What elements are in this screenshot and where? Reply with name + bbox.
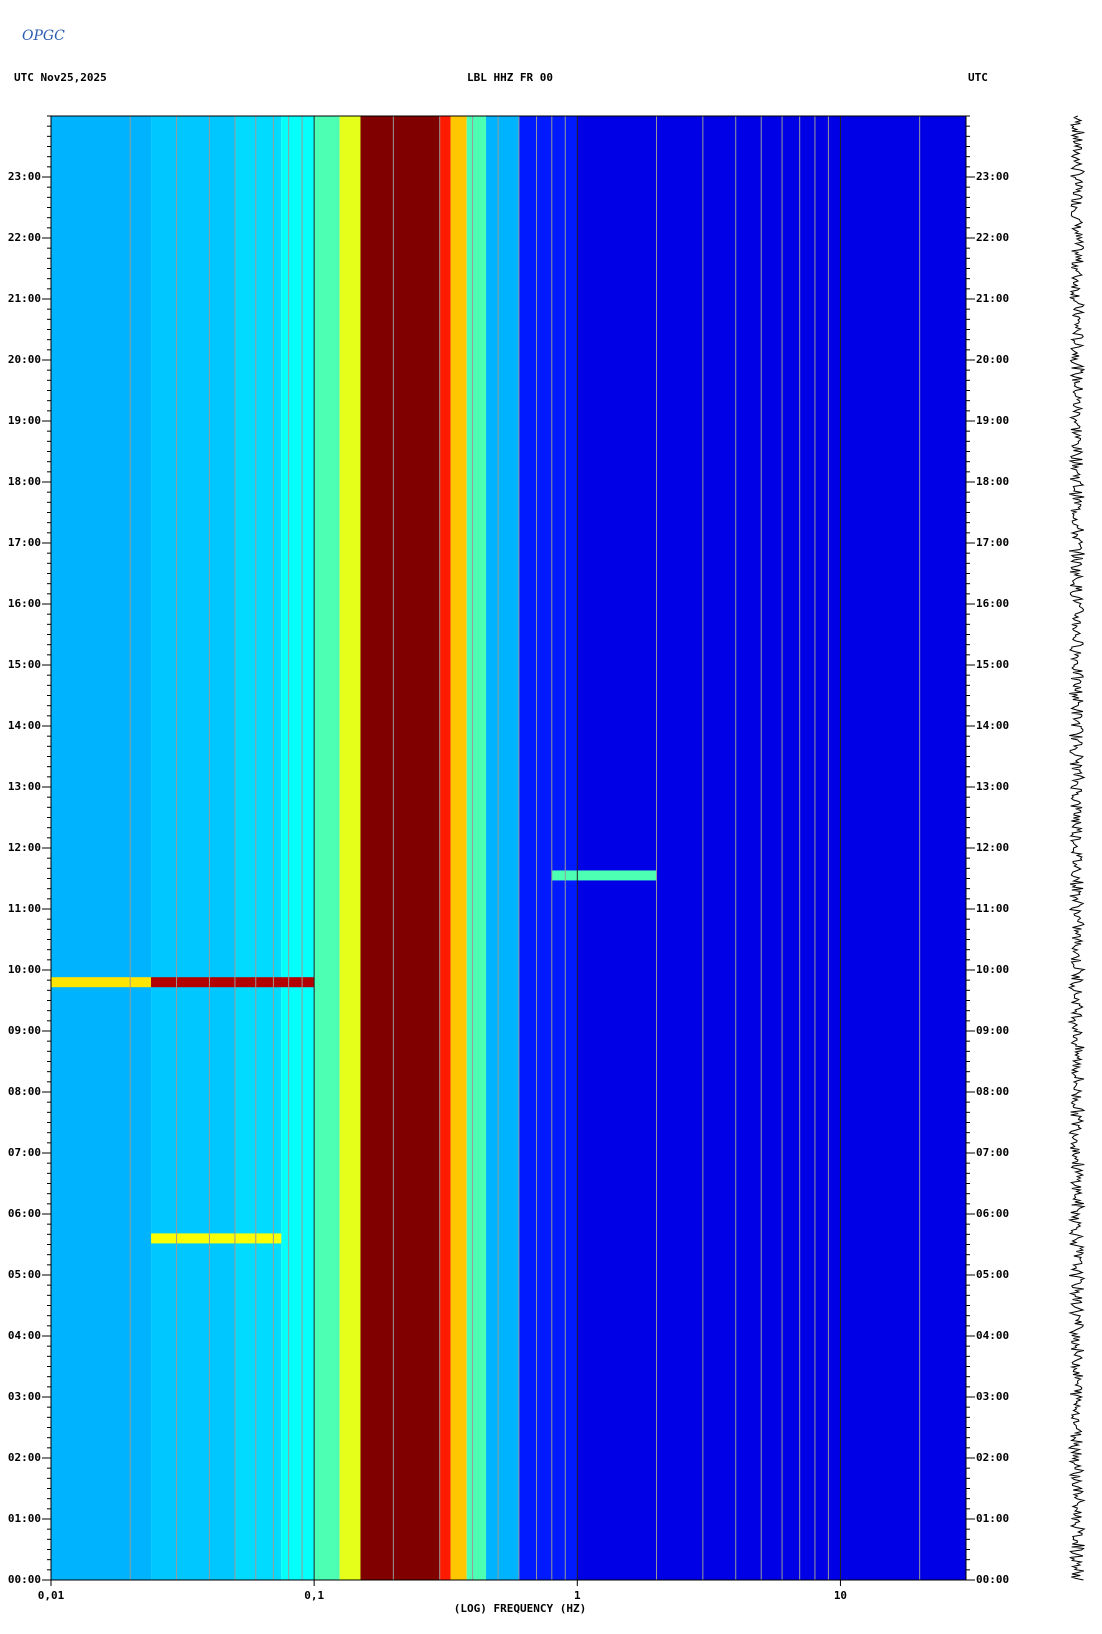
y-tick-label: 18:00: [8, 475, 41, 488]
spectrum-band: [439, 116, 451, 1580]
y-tick-label-right: 15:00: [976, 658, 1009, 671]
y-tick-label-right: 10:00: [976, 963, 1009, 976]
y-tick-label: 05:00: [8, 1268, 41, 1281]
y-tick-label: 16:00: [8, 597, 41, 610]
y-tick-label-right: 00:00: [976, 1573, 1009, 1586]
y-tick-label: 14:00: [8, 719, 41, 732]
y-tick-label-right: 07:00: [976, 1146, 1009, 1159]
spectrum-band: [234, 116, 282, 1580]
event-streak: [551, 870, 657, 881]
spectrum-band: [577, 116, 966, 1580]
y-tick-label: 01:00: [8, 1512, 41, 1525]
y-tick-label: 19:00: [8, 414, 41, 427]
y-tick-label-right: 03:00: [976, 1390, 1009, 1403]
y-tick-label-right: 08:00: [976, 1085, 1009, 1098]
y-tick-label-right: 23:00: [976, 170, 1009, 183]
y-tick-label: 07:00: [8, 1146, 41, 1159]
x-tick-label: 1: [574, 1589, 581, 1602]
y-tick-label-right: 16:00: [976, 597, 1009, 610]
spectrum-band: [51, 116, 152, 1580]
logo: OPGC: [22, 28, 65, 44]
y-tick-label: 08:00: [8, 1085, 41, 1098]
y-tick-label: 22:00: [8, 231, 41, 244]
y-tick-label: 13:00: [8, 780, 41, 793]
x-tick-label: 0,1: [304, 1589, 324, 1602]
y-tick-label-right: 19:00: [976, 414, 1009, 427]
y-tick-label: 17:00: [8, 536, 41, 549]
y-tick-label: 20:00: [8, 353, 41, 366]
spectrum-band: [281, 116, 315, 1580]
spectrum-band: [486, 116, 519, 1580]
y-tick-label-right: 06:00: [976, 1207, 1009, 1220]
seismogram-trace: [1067, 115, 1086, 1581]
y-tick-label-right: 11:00: [976, 902, 1009, 915]
y-tick-label: 10:00: [8, 963, 41, 976]
title-right: UTC: [968, 71, 988, 84]
y-tick-label: 06:00: [8, 1207, 41, 1220]
y-tick-label-right: 20:00: [976, 353, 1009, 366]
spectrum-band: [151, 116, 235, 1580]
spectrum-band: [518, 116, 578, 1580]
y-tick-label-right: 21:00: [976, 292, 1009, 305]
spectrum-band: [466, 116, 487, 1580]
y-tick-label-right: 02:00: [976, 1451, 1009, 1464]
y-tick-label: 15:00: [8, 658, 41, 671]
spectrum-band: [339, 116, 361, 1580]
y-tick-label-right: 05:00: [976, 1268, 1009, 1281]
event-streak: [51, 977, 152, 988]
y-tick-label-right: 13:00: [976, 780, 1009, 793]
y-tick-label: 03:00: [8, 1390, 41, 1403]
y-tick-label: 09:00: [8, 1024, 41, 1037]
y-tick-label-right: 22:00: [976, 231, 1009, 244]
x-axis-label: (LOG) FREQUENCY (HZ): [454, 1602, 586, 1615]
y-tick-label-right: 09:00: [976, 1024, 1009, 1037]
spectrum-band: [360, 116, 440, 1580]
title-left: UTC Nov25,2025: [14, 71, 107, 84]
y-tick-label-right: 04:00: [976, 1329, 1009, 1342]
y-tick-label-right: 18:00: [976, 475, 1009, 488]
y-tick-label: 21:00: [8, 292, 41, 305]
y-tick-label: 23:00: [8, 170, 41, 183]
y-tick-label: 02:00: [8, 1451, 41, 1464]
spectrum-band: [314, 116, 340, 1580]
x-tick-label: 10: [834, 1589, 847, 1602]
event-streak: [151, 1233, 282, 1244]
y-tick-label: 12:00: [8, 841, 41, 854]
event-streak: [151, 977, 315, 988]
chart-title: LBL HHZ FR 00: [467, 71, 553, 84]
y-tick-label-right: 14:00: [976, 719, 1009, 732]
y-tick-label: 11:00: [8, 902, 41, 915]
spectrum-band: [450, 116, 467, 1580]
x-tick-label: 0,01: [38, 1589, 65, 1602]
y-tick-label-right: 12:00: [976, 841, 1009, 854]
y-tick-label: 04:00: [8, 1329, 41, 1342]
y-tick-label: 00:00: [8, 1573, 41, 1586]
y-tick-label-right: 01:00: [976, 1512, 1009, 1525]
y-tick-label-right: 17:00: [976, 536, 1009, 549]
